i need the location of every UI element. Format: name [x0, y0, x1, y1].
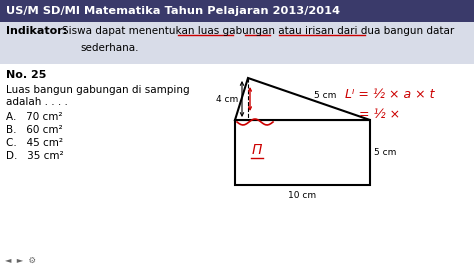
Text: 4 cm: 4 cm — [216, 94, 238, 103]
Polygon shape — [235, 78, 370, 120]
Text: No. 25: No. 25 — [6, 70, 46, 80]
Text: Siswa dapat menentukan luas gabungan atau irisan dari dua bangun datar: Siswa dapat menentukan luas gabungan ata… — [62, 26, 454, 36]
Bar — [0, 22, 474, 64]
Text: 10 cm: 10 cm — [289, 190, 317, 200]
Text: sederhana.: sederhana. — [80, 43, 138, 53]
Text: D.   35 cm²: D. 35 cm² — [6, 151, 64, 161]
Text: A.   70 cm²: A. 70 cm² — [6, 112, 63, 122]
Bar — [235, 120, 370, 185]
Text: US/M SD/MI Matematika Tahun Pelajaran 2013/2014: US/M SD/MI Matematika Tahun Pelajaran 20… — [6, 6, 340, 16]
Bar — [0, 64, 474, 266]
Bar — [0, 0, 474, 22]
Text: adalah . . . .: adalah . . . . — [6, 97, 68, 107]
Text: Luas bangun gabungan di samping: Luas bangun gabungan di samping — [6, 85, 190, 95]
Text: Lᴵ = ½ × a × t: Lᴵ = ½ × a × t — [345, 89, 435, 102]
Text: 5 cm: 5 cm — [314, 90, 337, 99]
Text: Π: Π — [252, 143, 262, 157]
Text: C.   45 cm²: C. 45 cm² — [6, 138, 63, 148]
Text: = ½ ×: = ½ × — [359, 109, 400, 122]
Text: ◄  ►  ⚙: ◄ ► ⚙ — [5, 256, 36, 264]
Text: Indikator:: Indikator: — [6, 26, 67, 36]
Text: B.   60 cm²: B. 60 cm² — [6, 125, 63, 135]
Text: 5 cm: 5 cm — [374, 148, 396, 157]
